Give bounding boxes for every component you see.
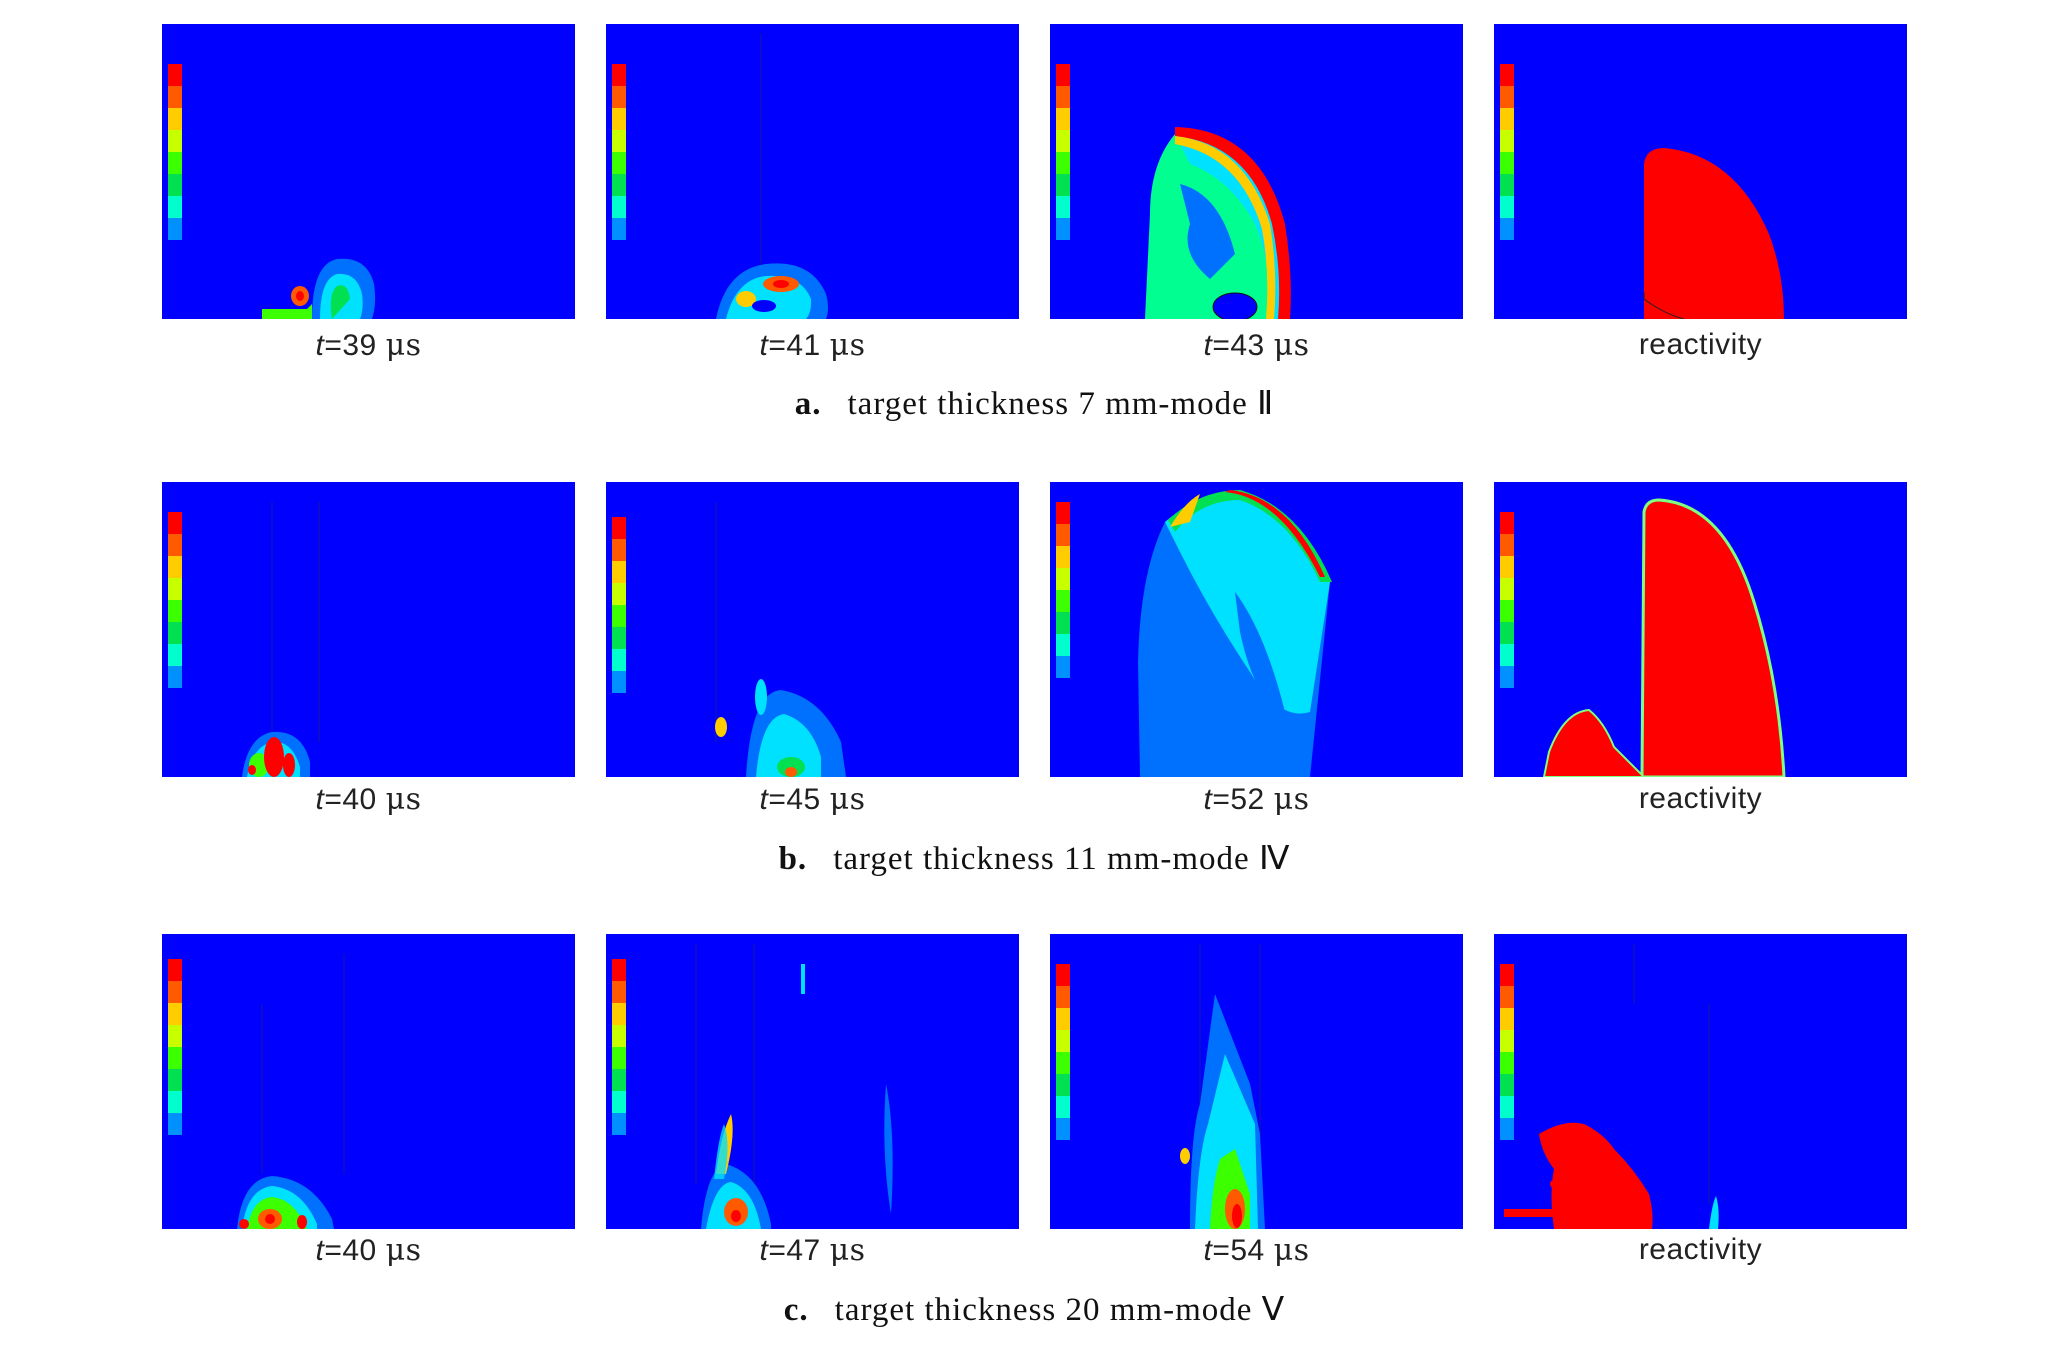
panel-c4-label: reactivity: [1638, 1233, 1763, 1266]
reactivity-region: [1504, 1122, 1719, 1229]
reactivity-plot-c4: [1494, 934, 1907, 1229]
panel-a1-label: t=39 μs: [315, 328, 422, 363]
color-legend: [1056, 964, 1070, 1140]
caption-b: b. target thickness 11 mm-mode Ⅳ: [778, 841, 1291, 877]
color-legend: [612, 959, 626, 1135]
panel-b1-contour-plot: [162, 482, 575, 777]
color-legend: [1056, 502, 1070, 678]
reactivity-region: [1643, 148, 1784, 319]
reactivity-plot-a4: [1494, 24, 1907, 319]
damage-contour: [701, 964, 893, 1229]
panel-b3-contour-plot: [1050, 482, 1463, 777]
contour-plot-b3: [1050, 482, 1463, 777]
panel-b4-label: reactivity: [1638, 782, 1763, 815]
panel-a4-label: reactivity: [1638, 328, 1763, 361]
panel-b2-label: t=45 μs: [759, 782, 866, 817]
contour-plot-c2: [606, 934, 1019, 1229]
color-legend: [612, 64, 626, 240]
panel-b1-label: t=40 μs: [315, 782, 422, 817]
reactivity-plot-b4: [1494, 482, 1907, 777]
panel-c4-reactivity-plot: [1494, 934, 1907, 1229]
color-legend: [1500, 964, 1514, 1140]
panel-b4-reactivity-plot: [1494, 482, 1907, 777]
panel-c2-label: t=47 μs: [759, 1233, 866, 1268]
panel-a3-contour-plot: [1050, 24, 1463, 319]
panel-b2-contour-plot: [606, 482, 1019, 777]
reactivity-region: [1542, 498, 1786, 777]
color-legend: [1500, 512, 1514, 688]
color-legend: [168, 512, 182, 688]
panel-c2-contour-plot: [606, 934, 1019, 1229]
panel-a2-label: t=41 μs: [759, 328, 866, 363]
panel-c1-contour-plot: [162, 934, 575, 1229]
damage-contour: [1180, 994, 1265, 1229]
color-legend: [1500, 64, 1514, 240]
color-legend: [612, 517, 626, 693]
damage-contour: [715, 679, 846, 777]
panel-b3-label: t=52 μs: [1203, 782, 1310, 817]
panel-a1-contour-plot: [162, 24, 575, 319]
panel-c3-label: t=54 μs: [1203, 1233, 1310, 1268]
contour-plot-b1: [162, 482, 575, 777]
panel-c3-contour-plot: [1050, 934, 1463, 1229]
damage-contour: [237, 1176, 334, 1229]
contour-plot-a3: [1050, 24, 1463, 319]
shock-wave-contour: [1138, 490, 1332, 777]
panel-a4-reactivity-plot: [1494, 24, 1907, 319]
damage-contour: [716, 263, 828, 319]
color-legend: [168, 959, 182, 1135]
contour-plot-b2: [606, 482, 1019, 777]
damage-contour: [242, 731, 310, 777]
color-legend: [168, 64, 182, 240]
contour-plot-a1: [162, 24, 575, 319]
contour-plot-a2: [606, 24, 1019, 319]
contour-plot-c3: [1050, 934, 1463, 1229]
caption-a: a. target thickness 7 mm-mode Ⅱ: [794, 386, 1275, 422]
panel-a2-contour-plot: [606, 24, 1019, 319]
caption-c: c. target thickness 20 mm-mode Ⅴ: [783, 1292, 1286, 1328]
panel-a3-label: t=43 μs: [1203, 328, 1310, 363]
shock-wave-contour: [1145, 127, 1291, 319]
color-legend: [1056, 64, 1070, 240]
contour-plot-c1: [162, 934, 575, 1229]
damage-contour: [262, 258, 376, 319]
panel-c1-label: t=40 μs: [315, 1233, 422, 1268]
